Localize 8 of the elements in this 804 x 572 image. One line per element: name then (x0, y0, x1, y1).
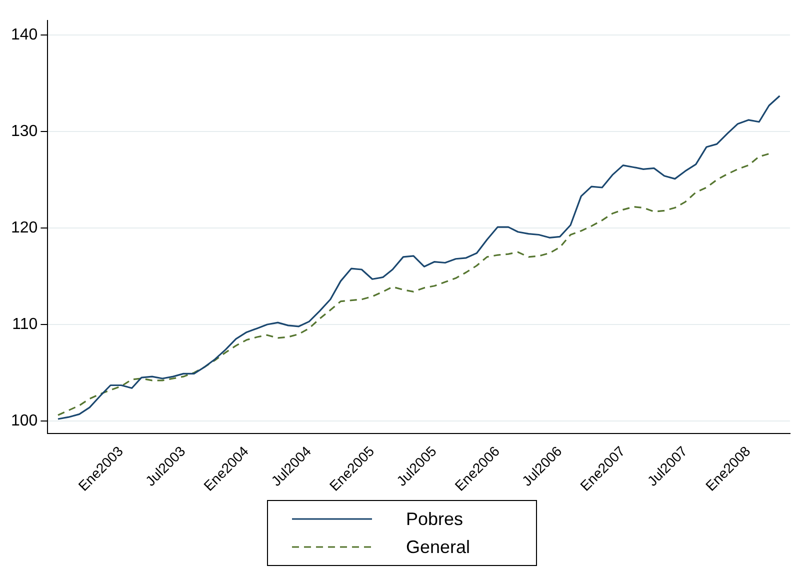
legend-label: General (406, 536, 470, 558)
line-series (57, 152, 770, 416)
y-tick-label: 120 (10, 219, 38, 236)
y-tick-label: 130 (10, 122, 38, 140)
y-tick-label: 110 (12, 316, 38, 333)
legend-label: Pobres (406, 508, 464, 530)
y-tick-label: 100 (10, 412, 38, 430)
y-tick-label: 140 (10, 26, 38, 44)
